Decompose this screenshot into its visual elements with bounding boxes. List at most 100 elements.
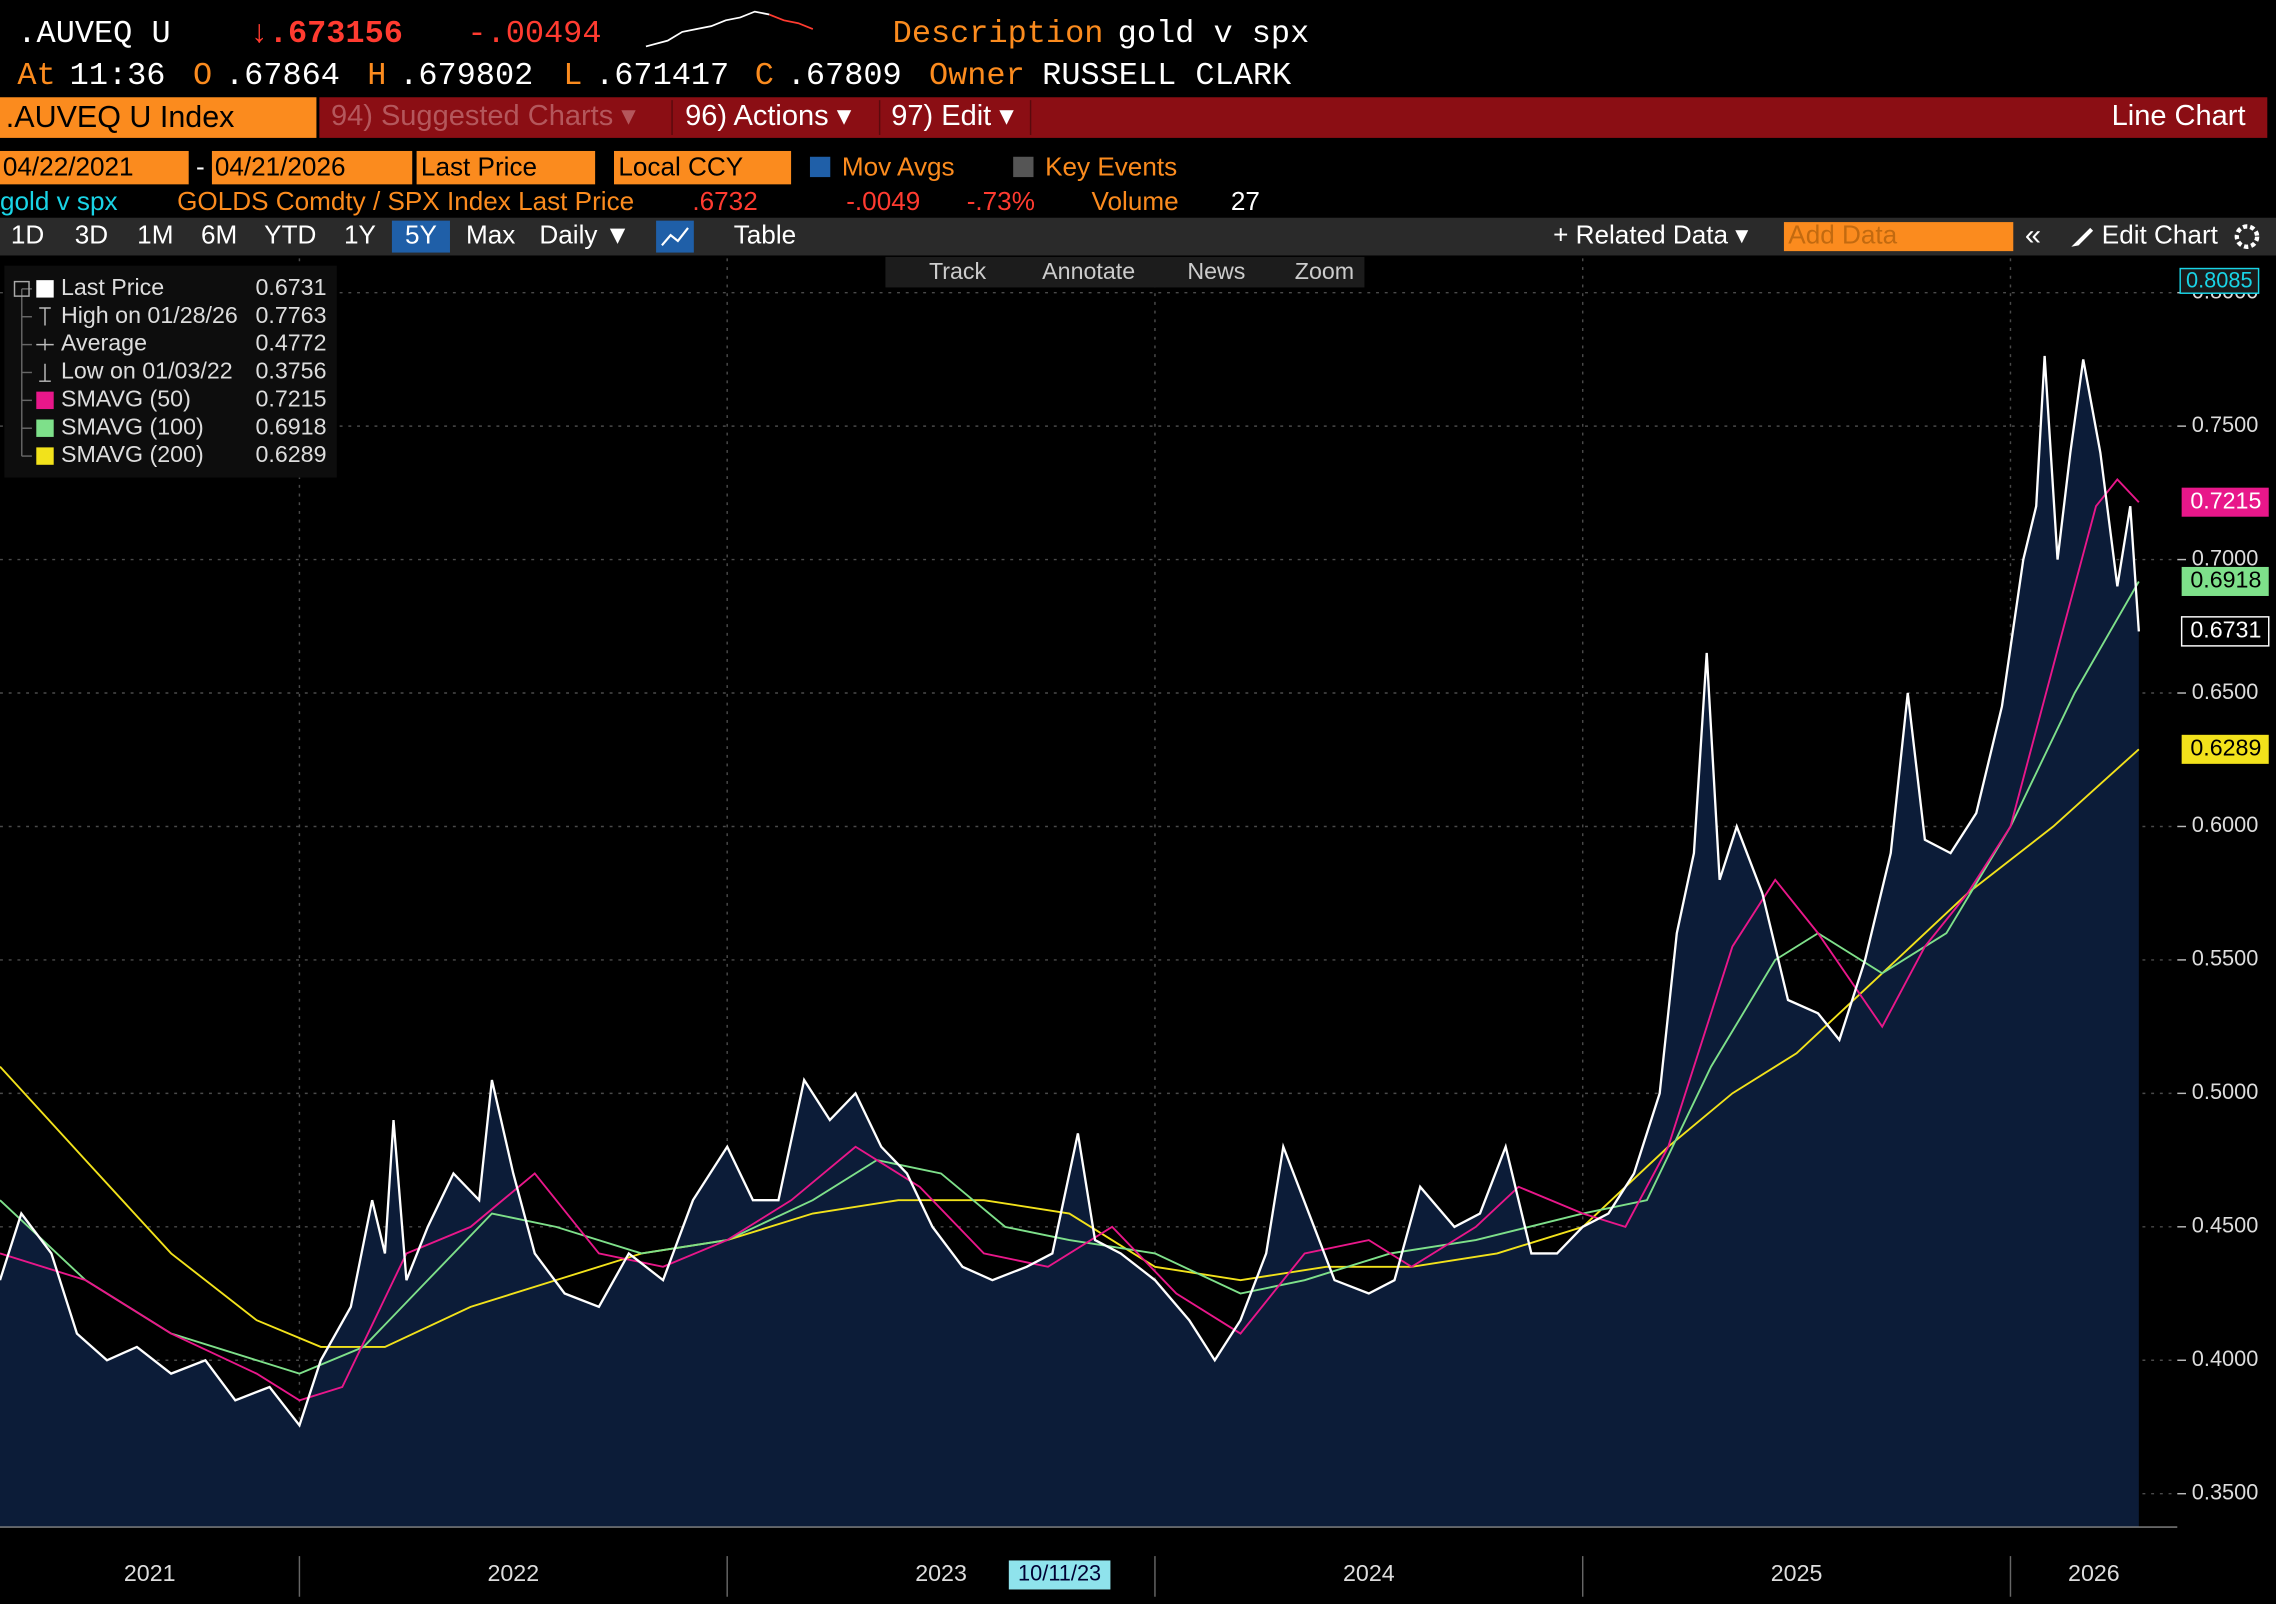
currency-box[interactable] [613,150,792,185]
legend-value: 0.7215 [255,385,326,411]
mov-avgs-checkbox[interactable] [809,156,831,178]
chart-type: Line Chart [2112,100,2246,132]
info-source: GOLDS Comdty / SPX Index Last Price [177,186,634,216]
legend-collapse[interactable] [13,280,30,297]
x-year-label: 2024 [1343,1560,1395,1586]
legend-icon [36,338,54,351]
description-label: Description [893,15,1104,52]
chart-tool[interactable]: News [1187,258,1245,284]
x-year-label: 2021 [124,1560,176,1586]
high-label: H [367,57,386,94]
info-name: gold v spx [0,186,118,216]
related-data[interactable]: + Related Data ▾ [1553,220,1748,250]
last-value-badge [2181,487,2269,517]
date-dash: - [196,151,205,181]
edit-icon [2071,227,2094,247]
y-tick-label: 0.6500 [2192,679,2259,704]
last-value-label: 0.6289 [2190,734,2261,760]
legend-icon [39,363,51,382]
low-label: L [563,57,582,94]
last-value-badge [2181,734,2269,764]
edit-chart[interactable]: Edit Chart [2102,220,2219,250]
settings-icon[interactable] [2234,224,2260,249]
info-last: .6732 [692,186,757,216]
menu-actions[interactable]: 96) Actions ▾ [685,100,852,132]
start-date-box[interactable] [0,150,189,185]
currency[interactable]: Local CCY [618,151,743,181]
chart-tool[interactable]: Zoom [1295,258,1354,284]
legend-value: 0.6731 [255,274,326,300]
open-label: O [193,57,212,94]
y-tick-label: 0.6000 [2192,812,2259,837]
period-button[interactable]: YTD [264,220,316,250]
field-box[interactable] [416,150,596,185]
chart-tools: Track Annotate News Zoom [929,258,1354,284]
period-button[interactable]: 1M [137,220,173,250]
security-box[interactable] [0,97,317,138]
period-button[interactable]: 3D [75,220,108,250]
y-max-badge [2179,267,2260,294]
add-data-box[interactable] [1783,222,2014,252]
end-date[interactable]: 04/21/2026 [215,151,346,181]
cursor-date-box [1008,1560,1111,1590]
x-year-label: 2023 [915,1560,967,1586]
legend-label: SMAVG (200) [61,441,204,467]
legend-swatch [36,419,54,437]
mov-avgs[interactable]: Mov Avgs [842,151,955,181]
chart-tools-bar [885,256,1365,288]
legend-label: High on 01/28/26 [61,302,238,328]
time: 11:36 [70,57,166,94]
line-chart-icon[interactable] [656,220,694,253]
legend-swatch [36,391,54,410]
y-tick-label: 0.7000 [2192,545,2259,570]
frequency[interactable]: Daily ▼ [539,220,630,250]
menu-edit[interactable]: 97) Edit ▾ [891,100,1014,132]
add-data[interactable]: Add Data [1788,220,1897,250]
owner: RUSSELL CLARK [1042,57,1292,94]
field[interactable]: Last Price [421,151,537,181]
close-label: C [755,57,774,94]
period-button[interactable]: 5Y [405,220,437,250]
period-button[interactable]: 6M [201,220,237,250]
close: .67809 [787,57,902,94]
y-tick-label: 0.5500 [2192,946,2259,971]
open: .67864 [225,57,340,94]
legend-swatch [36,447,54,465]
period-group: 1D 3D 1M 6M YTD 1Y 5Y Max [11,220,515,253]
table-button[interactable]: Table [734,220,796,250]
low: .671417 [595,57,729,94]
period-button[interactable]: Max [466,220,515,250]
security[interactable]: .AUVEQ U Index [6,100,235,134]
key-events-checkbox[interactable] [1013,156,1034,178]
sparkline [645,10,770,48]
legend-value: 0.4772 [255,330,326,356]
price-area [0,355,2139,1528]
legend-label: Last Price [61,274,164,300]
sparkline-tail [768,13,814,30]
collapse-icon[interactable]: « [2025,219,2041,251]
period-button[interactable]: 1Y [344,220,376,250]
plot: 0.3500 0.4000 0.4500 0.5000 0.5500 0.6000 0.65… [0,258,2270,1597]
key-events[interactable]: Key Events [1045,151,1177,181]
legend-box [4,265,337,478]
period-button[interactable]: 1D [11,220,44,250]
menu-suggested[interactable]: 94) Suggested Charts ▾ [331,100,636,132]
owner-label: Owner [929,57,1025,94]
cursor-date: 10/11/23 [1018,1561,1101,1586]
start-date[interactable]: 04/22/2021 [3,151,134,181]
info-change: -.0049 [846,186,920,216]
chart-tool[interactable]: Track [929,258,987,284]
moving-average-line [0,478,2140,1402]
volume-label: Volume [1092,186,1179,216]
high: .679802 [399,57,533,94]
legend-value: 0.7763 [255,302,326,328]
end-date-box[interactable] [211,150,413,185]
last-value-label: 0.6918 [2190,567,2261,593]
y-tick-label: 0.3500 [2192,1479,2259,1504]
chart-tool[interactable]: Annotate [1042,258,1135,284]
legend-label: Low on 01/03/22 [61,358,233,384]
menu-bar [319,97,2268,138]
moving-average-line [0,748,2140,1348]
